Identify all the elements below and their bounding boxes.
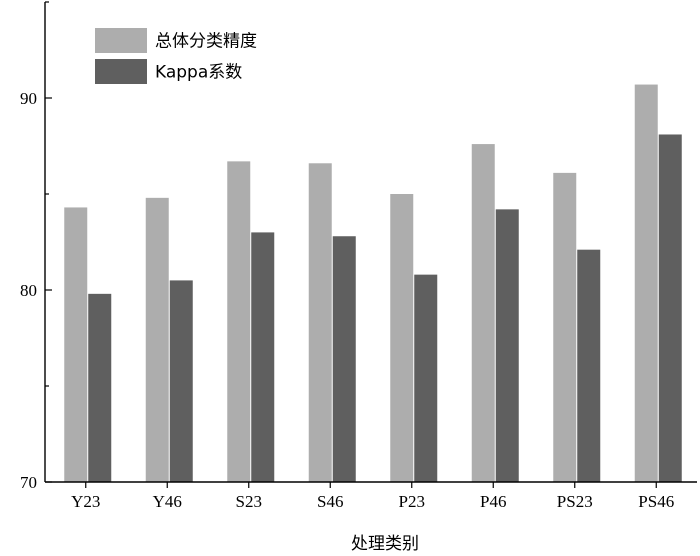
bar-p46-series-1 <box>471 144 495 482</box>
bars-layer <box>64 84 682 483</box>
x-tick-label: S46 <box>317 492 343 511</box>
legend-label-series-1: 总体分类精度 <box>155 32 257 52</box>
x-tick-label: Y23 <box>71 492 100 511</box>
bar-ps23-series-1 <box>553 172 577 482</box>
bar-ps23-series-2 <box>577 249 601 482</box>
x-tick-label: P23 <box>399 492 425 511</box>
legend: 总体分类精度 Kappa系数 <box>95 28 257 84</box>
bar-s46-series-2 <box>332 236 356 482</box>
axes-layer <box>44 1 697 488</box>
y-tick-label: 80 <box>20 281 37 300</box>
bar-s23-series-1 <box>227 161 251 483</box>
bar-y23-series-1 <box>64 207 88 482</box>
bar-y23-series-2 <box>88 293 112 482</box>
bar-p23-series-2 <box>414 274 438 482</box>
legend-swatch-series-2 <box>95 59 147 84</box>
legend-swatch-series-1 <box>95 28 147 53</box>
y-tick-label: 90 <box>20 89 37 108</box>
x-tick-label: Y46 <box>153 492 182 511</box>
bar-ps46-series-2 <box>658 134 682 483</box>
x-tick-label: PS23 <box>557 492 593 511</box>
x-axis-title: 处理类别 <box>351 534 419 554</box>
bar-p46-series-2 <box>495 209 519 483</box>
x-tick-label: S23 <box>236 492 262 511</box>
x-tick-label: PS46 <box>638 492 674 511</box>
y-tick-label: 70 <box>20 473 37 492</box>
bar-s23-series-2 <box>251 232 275 482</box>
bar-y46-series-1 <box>145 197 169 482</box>
bar-y46-series-2 <box>169 280 193 482</box>
x-tick-label: P46 <box>480 492 506 511</box>
bar-s46-series-1 <box>308 163 332 482</box>
labels-layer: Y23 Y46 S23 S46 P23 P46 PS23 PS46 70 80 90 <box>20 89 674 511</box>
legend-label-series-2: Kappa系数 <box>155 63 242 83</box>
bar-p23-series-1 <box>390 194 414 482</box>
bar-ps46-series-1 <box>634 84 658 482</box>
